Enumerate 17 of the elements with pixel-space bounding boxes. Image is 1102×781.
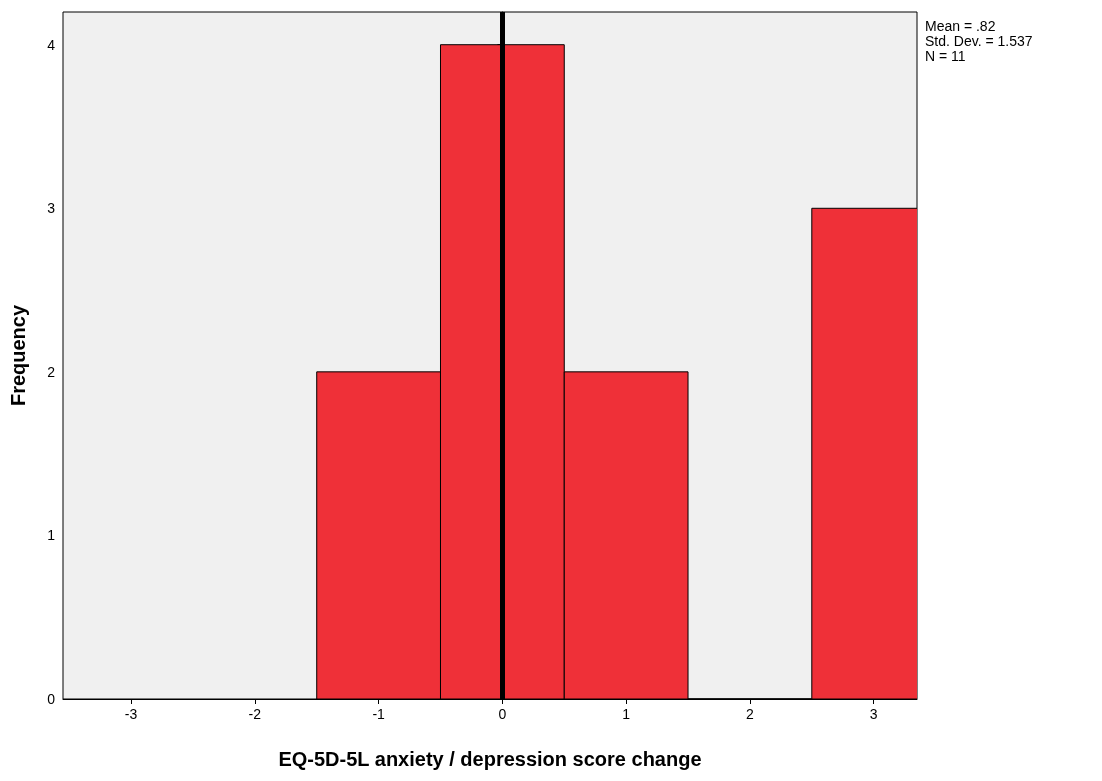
x-tick-label: -3 xyxy=(124,706,138,722)
x-tick-label: 3 xyxy=(869,706,878,722)
text: N = 11 xyxy=(925,47,966,64)
text: Std. Dev. = 1.537 xyxy=(925,32,1033,49)
x-axis-title: EQ-5D-5L anxiety / depression score change xyxy=(278,748,702,770)
y-tick-label: 2 xyxy=(47,363,56,380)
text: Mean = .82 xyxy=(925,17,996,34)
x-tick-label: -1 xyxy=(372,706,386,722)
x-tick-label: -2 xyxy=(248,706,262,722)
x-tick-label: 2 xyxy=(746,706,755,722)
y-tick-label: 1 xyxy=(47,527,56,544)
y-tick-label: 4 xyxy=(47,36,56,53)
y-tick-label: 0 xyxy=(47,691,56,707)
y-tick-label: 3 xyxy=(47,200,56,217)
y-axis-title: Frequency xyxy=(7,304,29,407)
x-tick-label: 1 xyxy=(622,706,631,722)
x-tick-label: 0 xyxy=(498,706,507,722)
